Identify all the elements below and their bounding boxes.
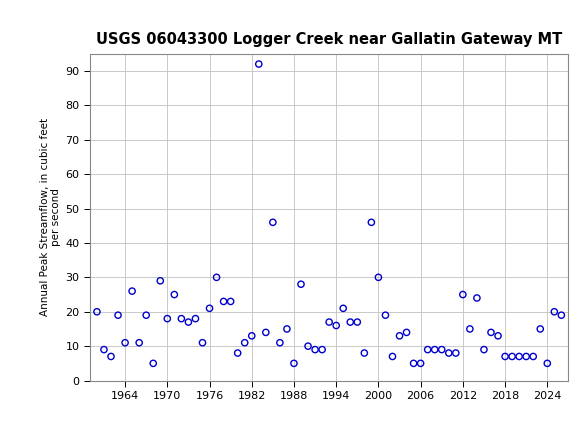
Point — [148, 360, 158, 367]
Point — [92, 308, 101, 315]
Point — [198, 339, 207, 346]
Point — [437, 346, 447, 353]
Point — [557, 312, 566, 319]
Point — [332, 322, 341, 329]
Point — [367, 219, 376, 226]
Point — [409, 360, 418, 367]
Text: USGS: USGS — [24, 13, 84, 32]
Point — [479, 346, 488, 353]
Point — [324, 319, 334, 326]
Point — [535, 326, 545, 332]
Point — [346, 319, 355, 326]
Point — [430, 346, 439, 353]
Point — [296, 281, 306, 288]
Point — [508, 353, 517, 360]
Point — [106, 353, 115, 360]
Point — [381, 312, 390, 319]
Point — [374, 274, 383, 281]
Point — [162, 315, 172, 322]
Point — [142, 312, 151, 319]
Point — [395, 332, 404, 339]
Point — [121, 339, 130, 346]
Point — [99, 346, 108, 353]
Point — [233, 350, 242, 356]
Point — [472, 295, 481, 301]
Point — [444, 350, 454, 356]
Point — [458, 291, 467, 298]
Point — [353, 319, 362, 326]
Point — [247, 332, 256, 339]
Point — [521, 353, 531, 360]
Point — [339, 305, 348, 312]
Point — [360, 350, 369, 356]
Point — [155, 277, 165, 284]
Point — [205, 305, 214, 312]
Point — [416, 360, 425, 367]
Point — [388, 353, 397, 360]
Point — [268, 219, 277, 226]
Point — [487, 329, 496, 336]
Point — [276, 339, 285, 346]
Point — [282, 326, 292, 332]
Point — [317, 346, 327, 353]
Point — [177, 315, 186, 322]
Point — [240, 339, 249, 346]
Title: USGS 06043300 Logger Creek near Gallatin Gateway MT: USGS 06043300 Logger Creek near Gallatin… — [96, 32, 562, 47]
Point — [423, 346, 432, 353]
Point — [191, 315, 200, 322]
Point — [114, 312, 123, 319]
Point — [184, 319, 193, 326]
Point — [261, 329, 270, 336]
Point — [494, 332, 503, 339]
Point — [543, 360, 552, 367]
Point — [254, 61, 263, 68]
Text: ≡: ≡ — [5, 11, 26, 34]
Point — [465, 326, 474, 332]
Point — [528, 353, 538, 360]
Point — [501, 353, 510, 360]
Point — [289, 360, 299, 367]
Point — [135, 339, 144, 346]
Point — [128, 288, 137, 295]
Point — [310, 346, 320, 353]
Y-axis label: Annual Peak Streamflow, in cubic feet
per second: Annual Peak Streamflow, in cubic feet pe… — [39, 118, 61, 316]
Point — [451, 350, 461, 356]
Point — [212, 274, 221, 281]
Point — [226, 298, 235, 305]
Point — [170, 291, 179, 298]
Point — [550, 308, 559, 315]
Point — [219, 298, 229, 305]
Point — [514, 353, 524, 360]
Point — [402, 329, 411, 336]
Point — [303, 343, 313, 350]
